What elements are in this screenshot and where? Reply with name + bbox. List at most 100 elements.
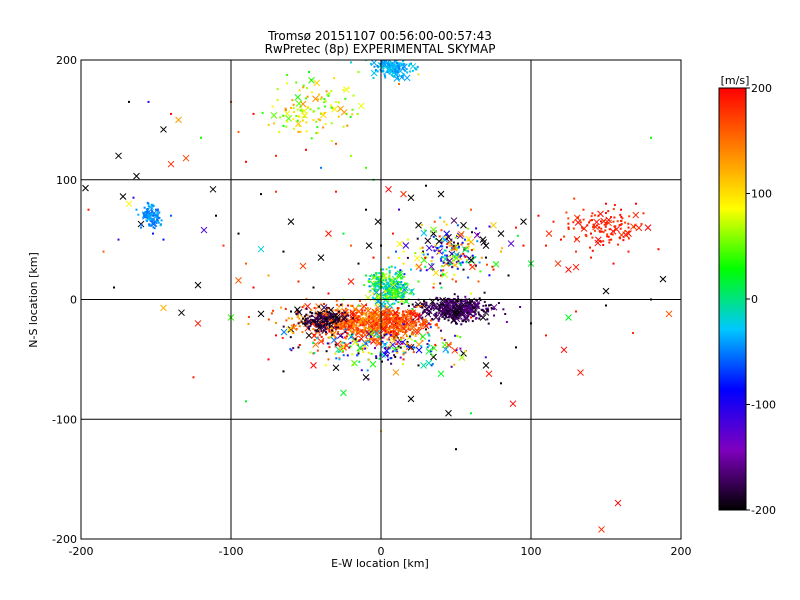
scatter-point [155,220,157,223]
scatter-point [467,247,469,250]
scatter-point [515,346,517,349]
scatter-point [605,212,607,214]
scatter-point [400,277,403,280]
scatter-point [431,306,433,309]
scatter-point-x [146,213,154,221]
scatter-point [260,193,262,196]
scatter-point [404,282,407,285]
scatter-point [466,301,469,304]
scatter-point [384,289,386,292]
scatter-point [392,232,394,235]
scatter-point [160,223,162,226]
scatter-point [390,265,393,268]
scatter-point [335,299,338,302]
scatter-point [382,65,385,68]
scatter-point [467,239,470,242]
scatter-point-x [572,263,580,271]
scatter-point [628,215,631,218]
colorbar-ticks: -200 -100 0 100 200 [746,82,776,517]
scatter-point [391,350,394,353]
scatter-point-x [295,100,303,107]
scatter-point [451,266,454,269]
scatter-point [367,351,370,354]
scatter-point-x [424,237,432,245]
scatter-point [440,259,443,262]
scatter-point [355,311,358,314]
scatter-point [389,293,392,296]
scatter-point [309,311,312,314]
scatter-point [385,268,388,271]
scatter-point [421,316,424,319]
scatter-point [464,299,467,302]
scatter-point [346,311,349,314]
scatter-point [624,221,627,224]
scatter-point [414,335,417,337]
scatter-point [200,136,202,139]
scatter-point [389,296,392,299]
scatter-point [314,312,317,315]
scatter-point [650,136,652,139]
scatter-point [393,75,396,78]
scatter-point [337,310,340,313]
scatter-point-x [441,341,449,349]
scatter-point [365,208,367,211]
scatter-point-x [332,364,340,372]
scatter-point [304,324,307,327]
scatter-point [299,130,302,133]
scatter-point [364,326,367,329]
scatter-point [301,109,304,112]
scatter-point [462,268,465,271]
scatter-point [326,326,329,329]
scatter-point [383,318,386,321]
scatter-point [332,315,334,318]
scatter-point-x [435,237,443,245]
scatter-point-x [462,315,470,323]
scatter-point [357,349,360,352]
scatter-point-x [343,342,351,349]
scatter-point [267,274,270,277]
scatter-point-x [441,271,448,279]
scatter-point [373,274,376,276]
scatter-point [363,328,366,331]
scatter-point [352,312,354,315]
scatter-point [334,343,337,346]
scatter-point [463,310,466,313]
scatter-point-x [396,270,404,277]
scatter-point [323,310,326,313]
scatter-point [476,299,478,302]
scatter-point [432,307,435,310]
scatter-point [323,98,326,100]
scatter-point-x [427,263,435,270]
scatter-point-x [420,229,428,237]
scatter-point [446,308,449,311]
scatter-point [152,204,155,207]
scatter-point [298,325,301,328]
scatter-point [358,318,361,321]
scatter-point [289,336,292,339]
scatter-point [369,62,372,65]
scatter-point-x [200,226,208,234]
scatter-point [388,278,391,281]
scatter-point [305,130,308,133]
scatter-point [470,208,472,211]
scatter-point [420,303,423,305]
scatter-point-x [373,330,380,337]
scatter-point [383,73,386,76]
scatter-point-x [413,254,421,262]
scatter-point [612,262,615,265]
scatter-point [451,247,453,250]
scatter-point [284,307,287,310]
scatter-point [245,400,247,403]
scatter-point-x [374,218,382,226]
scatter-point [333,313,336,315]
x-axis-label: E-W location [km] [331,557,429,570]
scatter-point [428,344,431,347]
scatter-point [306,106,309,109]
scatter-point [387,61,390,64]
scatter-point-x [485,370,493,378]
scatter-point [395,299,397,302]
scatter-point [440,303,443,306]
scatter-point [143,206,146,209]
scatter-point [429,326,432,329]
scatter-point [394,73,397,76]
